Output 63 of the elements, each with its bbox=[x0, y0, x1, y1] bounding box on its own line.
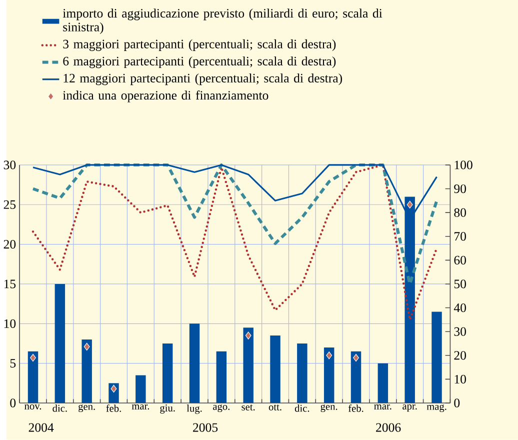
point bbox=[326, 352, 332, 360]
bar bbox=[350, 352, 362, 404]
point bbox=[84, 343, 90, 351]
x-tick-label: mag. bbox=[426, 404, 446, 412]
y2-tick-label: 70 bbox=[454, 232, 466, 241]
text: 2004 bbox=[28, 423, 54, 432]
bar bbox=[28, 352, 38, 404]
point bbox=[30, 354, 36, 362]
x-tick-label: lug. bbox=[186, 404, 202, 414]
x-tick-label: set. bbox=[242, 404, 255, 411]
legend-label: 6 maggiori partecipanti (percentuali; scala di destra) bbox=[63, 56, 336, 68]
bar bbox=[378, 364, 388, 404]
bar bbox=[136, 375, 146, 404]
text: 2006 bbox=[376, 423, 401, 432]
bar bbox=[162, 344, 173, 404]
point bbox=[353, 354, 359, 362]
x-tick-label: giu. bbox=[160, 404, 175, 414]
x-tick-label: apr. bbox=[402, 404, 417, 412]
bar bbox=[432, 312, 442, 404]
y2-tick-label: 0 bbox=[454, 398, 460, 408]
y2-tick-label: 60 bbox=[454, 256, 466, 265]
x-tick-label: nov. bbox=[24, 404, 42, 410]
x-tick-label: mar. bbox=[374, 404, 392, 410]
bar bbox=[216, 352, 227, 404]
x-tick-label: dic. bbox=[294, 404, 310, 412]
y2-tick-label: 20 bbox=[454, 351, 466, 360]
x-tick-label: gen. bbox=[78, 404, 95, 412]
x-tick-label: ago. bbox=[213, 404, 230, 412]
y-tick-label: 30 bbox=[4, 160, 16, 170]
text: 2005 bbox=[193, 423, 218, 432]
y2-tick-label: 80 bbox=[454, 208, 466, 218]
bar bbox=[243, 328, 254, 404]
x-tick-label: gen. bbox=[320, 404, 338, 412]
y-tick-label: 25 bbox=[4, 200, 16, 210]
y-tick-label: 20 bbox=[4, 240, 16, 249]
x-tick-label: ott. bbox=[268, 404, 282, 411]
bar bbox=[82, 340, 92, 404]
point bbox=[245, 332, 252, 340]
bar bbox=[189, 324, 200, 404]
point bbox=[406, 201, 413, 209]
legend-label: 12 maggiori partecipanti (percentuali; scala di destra) bbox=[64, 74, 342, 86]
bar bbox=[270, 336, 280, 404]
x-tick-label: mar. bbox=[132, 404, 150, 410]
y-tick-label: 15 bbox=[4, 280, 16, 288]
bar bbox=[297, 344, 308, 404]
x-tick-label: dic. bbox=[52, 404, 67, 412]
y2-tick-label: 90 bbox=[454, 184, 466, 194]
bar bbox=[324, 348, 334, 404]
bar bbox=[54, 284, 66, 404]
y2-tick-label: 100 bbox=[454, 160, 472, 170]
y-tick-label: 5 bbox=[10, 359, 16, 368]
legend-label: 3 maggiori partecipanti (percentuali; scala di destra) bbox=[63, 40, 336, 52]
x-tick-label: feb. bbox=[106, 404, 121, 412]
y2-tick-label: 30 bbox=[454, 327, 466, 336]
x-tick-label: feb. bbox=[348, 404, 364, 412]
y2-tick-label: 40 bbox=[454, 304, 466, 312]
y-tick-label: 0 bbox=[10, 398, 16, 408]
legend-label: importo di aggiudicazione previsto (miliardi di euro; scala di sinistra) bbox=[62, 8, 382, 34]
y-tick-label: 10 bbox=[4, 320, 16, 328]
y2-tick-label: 10 bbox=[454, 375, 466, 384]
line-series bbox=[32, 164, 438, 322]
y2-tick-label: 50 bbox=[454, 280, 466, 289]
legend-label: indica una operazione di finanziamento bbox=[62, 90, 268, 102]
